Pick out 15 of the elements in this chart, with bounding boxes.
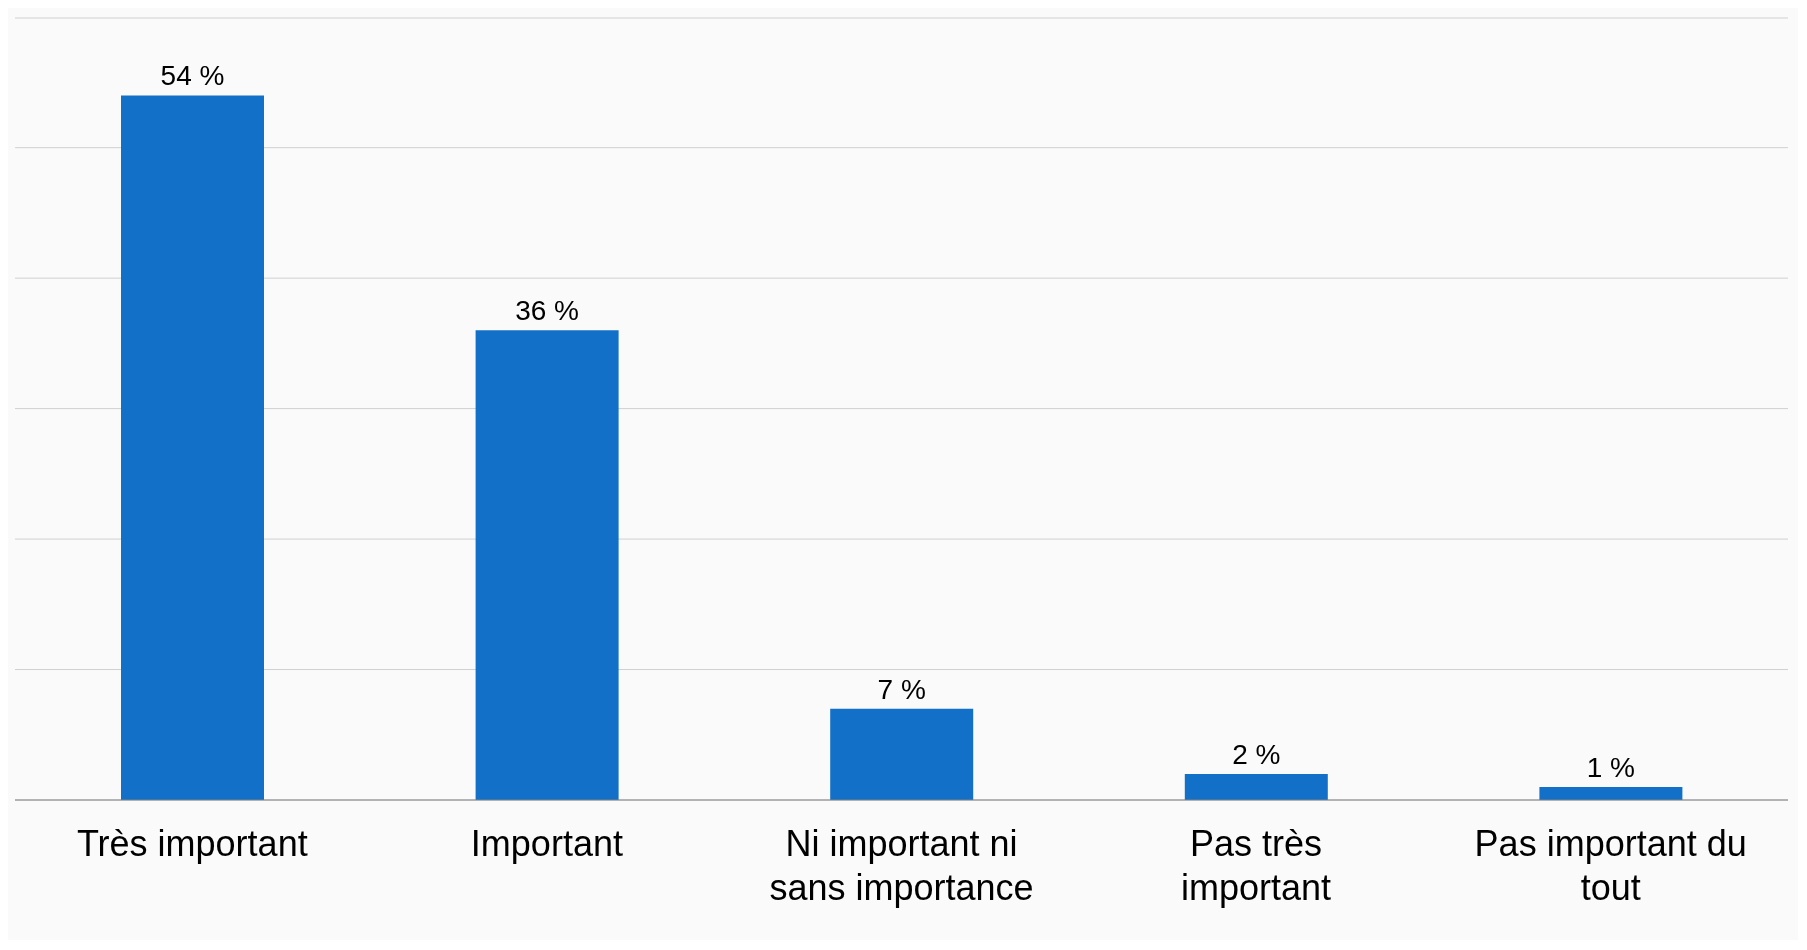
data-label: 7 % [877,673,926,705]
bar [830,708,974,800]
data-label: 2 % [1232,738,1281,770]
x-tick-label: Pas très important [1181,823,1332,908]
x-tick-label: Important [470,823,623,864]
data-label: 54 % [160,60,225,92]
data-label: 36 % [515,295,580,327]
x-tick-label: Ni important ni sans importance [769,823,1034,908]
x-tick-label: Très important [76,823,308,864]
bar [121,95,264,800]
bar [475,330,619,800]
bar [1184,773,1328,800]
data-label: 1 % [1586,751,1636,783]
x-tick-label: Pas important du tout [1474,823,1747,908]
bar [1539,786,1683,800]
